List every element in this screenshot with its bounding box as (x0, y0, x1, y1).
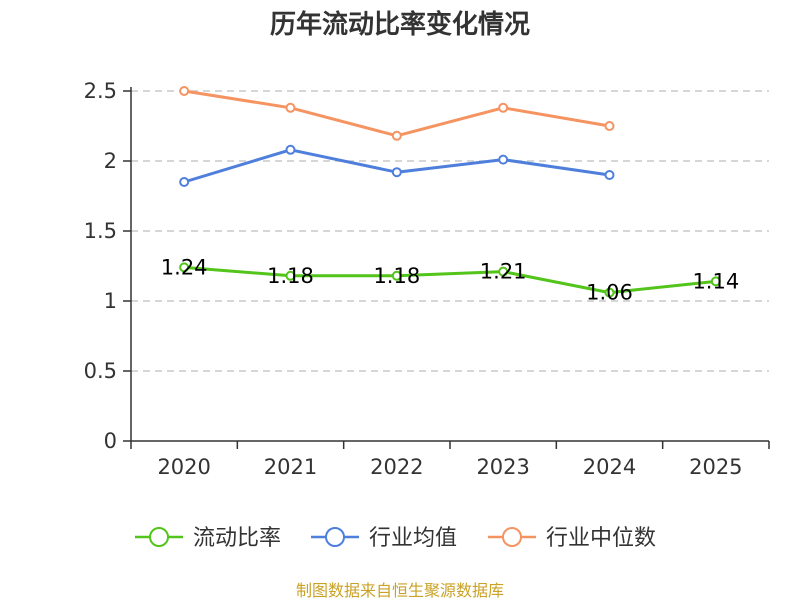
y-tick-label: 0 (104, 429, 117, 453)
legend-item[interactable]: 行业中位数 (488, 526, 656, 551)
series-line (184, 265, 716, 295)
data-point[interactable] (179, 177, 190, 187)
data-labels: 1.24 1.18 1.18 1.21 1.06 1.14 (161, 255, 739, 304)
data-point[interactable] (391, 130, 402, 141)
y-tick-label: 2.5 (84, 79, 117, 103)
y-tick-label: 1 (104, 289, 117, 313)
legend-item[interactable]: 流动比率 (135, 526, 281, 551)
data-point[interactable] (604, 287, 615, 298)
series-line (183, 89, 610, 138)
data-point[interactable] (179, 262, 190, 273)
x-tick-label: 2025 (689, 455, 742, 479)
legend-marker-icon (502, 527, 522, 547)
series-1 (179, 262, 721, 298)
data-point[interactable] (498, 266, 509, 277)
legend-marker-icon (149, 527, 169, 547)
legend-label: 行业均值 (369, 526, 457, 551)
data-label: 1.14 (692, 269, 739, 293)
source-note: 制图数据来自恒生聚源数据库 (296, 581, 504, 600)
legend-label: 行业中位数 (546, 526, 656, 551)
series (179, 86, 721, 298)
data-label: 1.18 (373, 264, 420, 288)
data-point[interactable] (498, 102, 509, 113)
x-tick-label: 2021 (264, 455, 317, 479)
data-point[interactable] (604, 121, 615, 131)
data-point[interactable] (391, 167, 402, 178)
legend-label: 流动比率 (193, 526, 281, 551)
data-point[interactable] (179, 86, 190, 96)
y-tick-label: 1.5 (84, 219, 117, 243)
data-point[interactable] (391, 270, 402, 281)
chart-title: 历年流动比率变化情况 (270, 9, 530, 40)
x-tick-label: 2023 (476, 455, 529, 479)
series-3 (179, 86, 615, 141)
series-2 (179, 144, 615, 187)
y-tick-label: 0.5 (84, 359, 117, 383)
data-label: 1.21 (480, 260, 527, 284)
x-tick-label: 2020 (157, 455, 210, 479)
data-point[interactable] (285, 102, 296, 113)
grid (131, 90, 769, 372)
data-label: 1.24 (161, 255, 208, 279)
y-tick-label: 2 (104, 149, 117, 173)
axes: 0 0.5 1 1.5 2 2.5 2020 2021 2022 2023 2024 2025 (84, 79, 770, 479)
data-point[interactable] (285, 270, 296, 281)
data-label: 1.18 (267, 264, 314, 288)
data-point[interactable] (604, 170, 615, 180)
legend-item[interactable]: 行业均值 (311, 526, 457, 551)
data-point[interactable] (285, 144, 296, 155)
legend-marker-icon (325, 527, 345, 547)
x-tick-label: 2024 (583, 455, 636, 479)
data-point[interactable] (498, 154, 509, 165)
legend[interactable]: 流动比率 行业均值 行业中位数 (135, 526, 656, 551)
data-label: 1.06 (586, 281, 633, 305)
data-point[interactable] (710, 276, 721, 287)
x-tick-label: 2022 (370, 455, 423, 479)
